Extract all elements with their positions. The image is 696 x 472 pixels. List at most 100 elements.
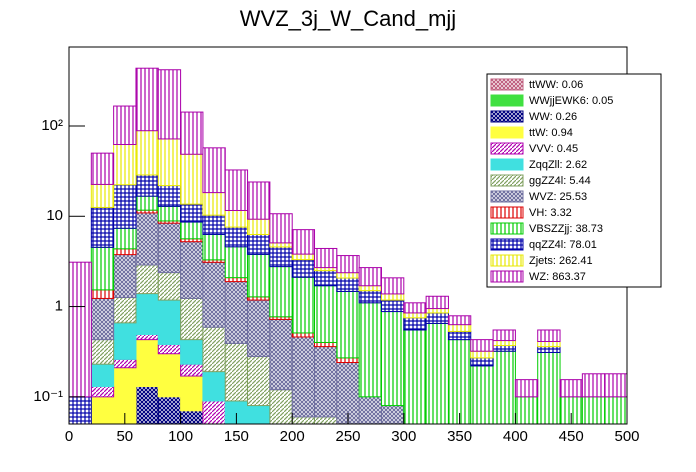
x-tick-label: 0 [65, 428, 73, 445]
histogram-bar [291, 336, 316, 418]
histogram-bar [135, 264, 159, 295]
histogram-bar [537, 351, 561, 425]
histogram-bar [470, 357, 494, 367]
histogram-bar [113, 227, 137, 250]
histogram-bar [447, 324, 472, 332]
x-tick-label: 450 [559, 428, 584, 445]
histogram-bar [269, 213, 293, 244]
histogram-bar [180, 375, 204, 412]
histogram-bar [537, 329, 561, 343]
histogram-bar [224, 342, 249, 402]
histogram-bar [202, 233, 226, 261]
histogram-bar [358, 267, 382, 287]
histogram-bar [269, 266, 293, 318]
histogram-bar [604, 396, 628, 425]
histogram-bar [135, 174, 159, 197]
histogram-bar [537, 346, 561, 353]
histogram-bar [336, 357, 360, 364]
histogram-bar [90, 396, 115, 425]
histogram-bar [291, 416, 316, 425]
legend-swatch [490, 270, 524, 283]
x-tick-label: 250 [335, 428, 360, 445]
histogram-bar [581, 373, 606, 398]
x-tick-label: 350 [447, 428, 472, 445]
x-tick-label: 150 [224, 428, 249, 445]
histogram-bar [269, 389, 293, 425]
histogram-bar [135, 130, 159, 176]
histogram-bar [157, 185, 182, 207]
histogram-bar [314, 247, 338, 269]
histogram-bar [470, 365, 494, 425]
histogram-bar [380, 277, 405, 295]
histogram-bar [180, 297, 204, 341]
histogram-bar [113, 105, 137, 146]
histogram-bar [157, 299, 182, 345]
histogram-bar [247, 405, 271, 425]
histogram-bar [470, 350, 494, 359]
histogram-bar [224, 209, 249, 228]
y-tick-label: 1 [55, 298, 63, 315]
x-tick-label: 300 [391, 428, 416, 445]
histogram-bar [380, 299, 405, 313]
legend-label: ttW: 0.94 [529, 127, 573, 139]
histogram-bar [135, 67, 159, 132]
histogram-bar [180, 410, 204, 425]
histogram-bar [291, 276, 316, 334]
histogram-bar [403, 329, 427, 425]
legend-label: ggZZ4l: 5.44 [529, 175, 591, 187]
histogram-bar [447, 315, 472, 326]
x-tick-label: 100 [168, 428, 193, 445]
legend-label: VH: 3.32 [529, 207, 572, 219]
histogram-bar [113, 144, 137, 186]
histogram-bar [224, 169, 249, 211]
histogram-bar [559, 379, 583, 398]
histogram-bar [380, 405, 405, 425]
y-tick-label: 10⁻¹ [33, 388, 63, 405]
histogram-bar [113, 248, 137, 256]
histogram-bar [202, 371, 226, 402]
histogram-bar [135, 293, 159, 336]
legend-swatch [490, 254, 524, 267]
histogram-bar [157, 69, 182, 140]
legend-swatch [490, 206, 524, 219]
histogram-bar [604, 373, 628, 398]
legend-label: qqZZ4l: 78.01 [529, 239, 597, 251]
legend-label: WZ: 863.37 [529, 271, 586, 283]
histogram-bar [135, 212, 159, 266]
histogram-bar [470, 339, 494, 352]
histogram-bar [314, 416, 338, 425]
histogram-bar [180, 153, 204, 205]
legend: ttWW: 0.06 WWjjEWK6: 0.05 WW: 0.26 ttW: 0.9… [486, 73, 662, 288]
histogram-bar [68, 396, 92, 425]
histogram-bar [180, 111, 204, 155]
histogram-bar [157, 396, 182, 425]
histogram-bar [90, 289, 115, 299]
x-tick-label: 500 [614, 428, 639, 445]
y-tick-label: 10² [41, 117, 63, 134]
legend-swatch [490, 174, 524, 187]
histogram-bar [90, 339, 115, 365]
histogram-bar [514, 396, 539, 425]
histogram-bar [90, 206, 115, 248]
histogram-bar [425, 312, 449, 324]
histogram-bar [358, 396, 382, 425]
y-tick-label: 10 [46, 207, 63, 224]
histogram-bar [336, 277, 360, 292]
histogram-bar [492, 345, 516, 352]
histogram-bar [336, 290, 360, 359]
legend-label: Zjets: 262.41 [529, 255, 593, 267]
histogram-bar [247, 181, 271, 220]
histogram-bar [135, 339, 159, 388]
histogram-bar [202, 214, 226, 235]
histogram-bar [291, 229, 316, 255]
histogram-bar [90, 183, 115, 208]
legend-swatch [490, 238, 524, 251]
legend-swatch [490, 190, 524, 203]
histogram-bar [90, 152, 115, 185]
histogram-bar [403, 317, 427, 331]
histogram-bar [358, 285, 382, 292]
legend-label: ZqqZll: 2.62 [529, 159, 587, 171]
histogram-bar [403, 312, 427, 319]
histogram-bar [425, 295, 449, 310]
legend-label: VBSZZjj: 38.73 [529, 223, 603, 235]
